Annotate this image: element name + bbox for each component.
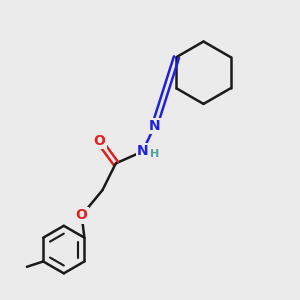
Text: H: H xyxy=(150,149,160,159)
Text: N: N xyxy=(148,119,160,133)
Text: O: O xyxy=(76,208,88,222)
Text: N: N xyxy=(137,145,148,158)
Text: O: O xyxy=(94,134,105,148)
